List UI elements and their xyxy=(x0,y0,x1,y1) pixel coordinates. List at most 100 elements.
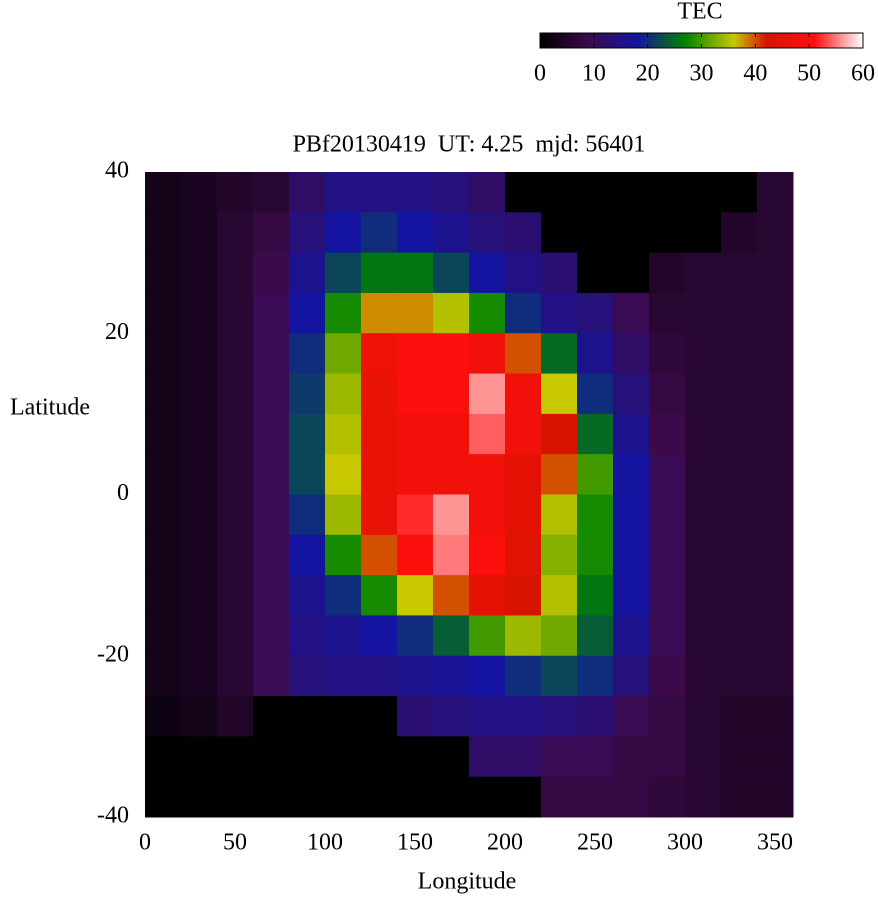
y-tick-label: 0 xyxy=(117,480,129,506)
colorbar-tick-label: 60 xyxy=(851,61,875,87)
heatmap-cell xyxy=(613,575,650,616)
heatmap-cell xyxy=(145,534,182,576)
heatmap-cell xyxy=(649,172,686,213)
heatmap-cell xyxy=(181,333,218,375)
colorbar-tick-label: 10 xyxy=(582,61,606,87)
heatmap-cell xyxy=(649,736,686,778)
heatmap-cell xyxy=(145,454,182,495)
heatmap-cell xyxy=(397,333,434,375)
heatmap-cell xyxy=(721,292,758,334)
heatmap-cell xyxy=(289,454,326,495)
heatmap-cell xyxy=(685,776,722,818)
heatmap-cell xyxy=(721,212,758,254)
heatmap-cell xyxy=(253,373,290,415)
heatmap-cell xyxy=(181,776,218,818)
x-axis-label: Longitude xyxy=(418,869,517,895)
heatmap-cell xyxy=(433,655,470,697)
heatmap-cell xyxy=(577,333,614,375)
heatmap-cell xyxy=(361,454,398,495)
heatmap-cell xyxy=(649,454,686,495)
heatmap-cell xyxy=(469,736,506,778)
heatmap-cell xyxy=(289,736,326,778)
heatmap-cell xyxy=(253,534,290,576)
heatmap-cell xyxy=(217,413,254,455)
heatmap-cell xyxy=(361,333,398,375)
heatmap-cell xyxy=(217,252,254,294)
heatmap-cell xyxy=(613,413,650,455)
heatmap-cell xyxy=(685,575,722,616)
heatmap-cell xyxy=(253,575,290,616)
heatmap-cell xyxy=(181,736,218,778)
heatmap-cell xyxy=(577,212,614,254)
heatmap-cell xyxy=(721,413,758,455)
heatmap-cell xyxy=(469,776,506,818)
heatmap-cell xyxy=(397,696,434,737)
heatmap-cell xyxy=(649,212,686,254)
heatmap-cell xyxy=(577,696,614,737)
heatmap-cell xyxy=(757,494,794,536)
heatmap-cell xyxy=(613,534,650,576)
heatmap-cell xyxy=(325,615,362,657)
heatmap-cell xyxy=(685,413,722,455)
heatmap-cell xyxy=(145,333,182,375)
heatmap-cell xyxy=(541,696,578,737)
heatmap-cell xyxy=(541,736,578,778)
heatmap-cell xyxy=(469,212,506,254)
heatmap-cell xyxy=(757,615,794,657)
heatmap-cell xyxy=(145,252,182,294)
heatmap-cell xyxy=(541,615,578,657)
heatmap-cell xyxy=(721,494,758,536)
heatmap-cell xyxy=(613,292,650,334)
x-tick-label: 150 xyxy=(397,830,433,856)
heatmap-cell xyxy=(253,696,290,737)
heatmap-cell xyxy=(253,212,290,254)
heatmap-cell xyxy=(505,172,542,213)
heatmap-cell xyxy=(325,292,362,334)
heatmap-cell xyxy=(181,696,218,737)
heatmap-cell xyxy=(721,252,758,294)
heatmap-cell xyxy=(361,292,398,334)
heatmap-cell xyxy=(253,333,290,375)
heatmap-cell xyxy=(541,655,578,697)
heatmap-cell xyxy=(505,292,542,334)
x-tick-label: 300 xyxy=(667,830,703,856)
heatmap-cell xyxy=(433,292,470,334)
x-tick-label: 0 xyxy=(139,830,151,856)
heatmap-cell xyxy=(505,494,542,536)
heatmap-cell xyxy=(613,655,650,697)
heatmap-cell xyxy=(289,534,326,576)
heatmap-cell xyxy=(361,655,398,697)
heatmap-cell xyxy=(217,655,254,697)
heatmap-cell xyxy=(217,454,254,495)
heatmap-cell xyxy=(145,615,182,657)
heatmap-cell xyxy=(217,736,254,778)
heatmap-cell xyxy=(433,575,470,616)
heatmap-cell xyxy=(217,212,254,254)
heatmap-cell xyxy=(217,494,254,536)
y-tick-label: 40 xyxy=(105,158,129,184)
heatmap-cell xyxy=(217,696,254,737)
heatmap-cell xyxy=(217,333,254,375)
heatmap-cell xyxy=(541,172,578,213)
y-tick-label: -20 xyxy=(97,641,129,667)
heatmap-cell xyxy=(397,454,434,495)
heatmap-cell xyxy=(181,534,218,576)
heatmap-cell xyxy=(721,655,758,697)
colorbar-tick-label: 20 xyxy=(636,61,660,87)
chart-title: PBf20130419 UT: 4.25 mjd: 56401 xyxy=(293,132,646,158)
heatmap-cell xyxy=(469,373,506,415)
heatmap-cell xyxy=(541,534,578,576)
heatmap-cell xyxy=(541,373,578,415)
heatmap-cell xyxy=(541,333,578,375)
heatmap-cell xyxy=(757,655,794,697)
heatmap-cell xyxy=(541,454,578,495)
heatmap-cell xyxy=(325,333,362,375)
heatmap-cell xyxy=(469,696,506,737)
heatmap-cell xyxy=(145,776,182,818)
heatmap-cell xyxy=(469,615,506,657)
heatmap-cell xyxy=(325,373,362,415)
heatmap-cell xyxy=(253,736,290,778)
heatmap-cell xyxy=(325,172,362,213)
heatmap-cell xyxy=(613,776,650,818)
heatmap-cell xyxy=(757,172,794,213)
